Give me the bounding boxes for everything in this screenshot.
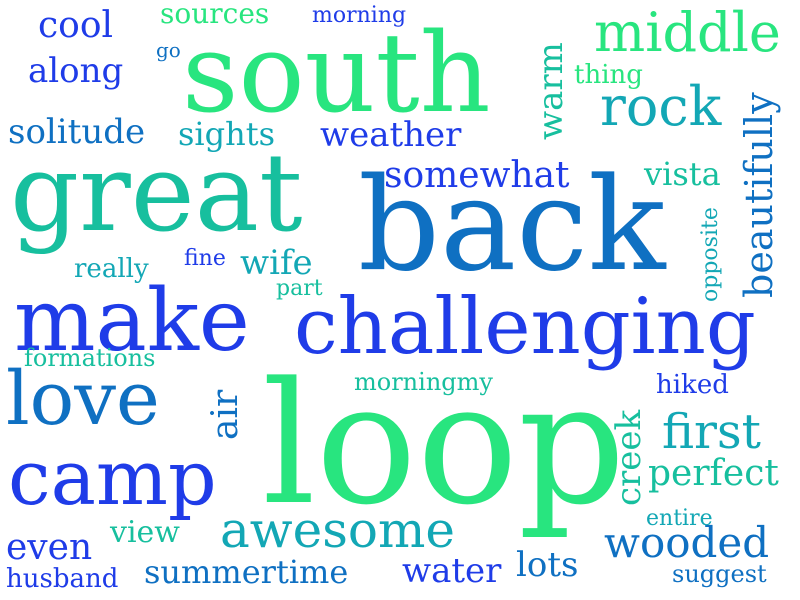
cloud-word: middle [594,1,781,64]
cloud-word: even [6,527,93,568]
cloud-word: wife [240,243,313,283]
cloud-word: hiked [656,370,729,400]
cloud-word: somewhat [384,155,570,196]
cloud-word: south [182,9,491,137]
cloud-word: part [276,276,323,301]
cloud-word: weather [320,115,462,155]
cloud-word: air [205,389,246,440]
cloud-word: camp [8,433,217,522]
cloud-word: lots [516,545,579,585]
cloud-word: warm [531,42,571,140]
cloud-word: creek [609,409,649,506]
cloud-word: perfect [648,453,779,494]
cloud-word: beautifully [737,92,781,298]
cloud-word: suggest [672,560,767,588]
cloud-word: challenging [294,282,756,372]
cloud-word: fine [184,246,226,271]
cloud-word: summertime [144,553,349,591]
cloud-word: water [402,551,502,591]
cloud-word: along [28,51,124,91]
cloud-word: go [156,38,181,62]
cloud-word: morningmy [354,368,493,396]
cloud-word: awesome [220,501,455,559]
cloud-word: loop [262,346,626,542]
cloud-word: sights [178,115,276,153]
cloud-word: thing [574,60,643,90]
cloud-word: vista [644,155,721,193]
cloud-word: cool [38,5,114,46]
cloud-word: love [6,356,160,442]
cloud-word: great [10,131,303,256]
cloud-word: morning [312,3,407,28]
cloud-word: first [662,404,761,460]
cloud-word: opposite [698,207,723,302]
cloud-word: formations [24,344,156,372]
cloud-word: really [74,254,149,284]
cloud-word: sources [160,0,270,30]
cloud-word: rock [600,75,722,138]
cloud-word: solitude [8,112,146,152]
cloud-word: make [14,271,250,371]
cloud-word: husband [6,564,119,594]
cloud-word: view [110,515,180,550]
cloud-word: back [358,151,666,300]
cloud-word: wooded [604,518,770,567]
cloud-word: entire [646,506,713,531]
